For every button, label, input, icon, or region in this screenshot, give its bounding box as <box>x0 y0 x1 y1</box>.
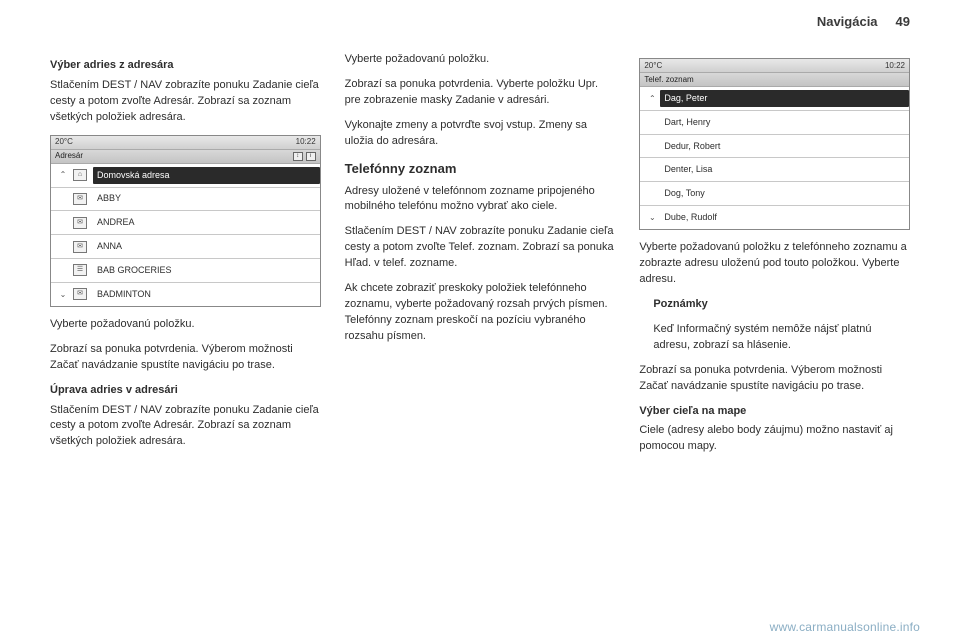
statusbar: 20°C 10:22 <box>640 59 909 73</box>
clock: 10:22 <box>885 60 905 72</box>
col1-heading-1: Výber adries z adresára <box>50 58 321 74</box>
note-heading: Poznámky <box>653 297 910 313</box>
list: ⌃ Dag, Peter Dart, Henry Dedur, Robert D… <box>640 87 909 229</box>
item-label: BAB GROCERIES <box>93 264 320 277</box>
content-area: Výber adries z adresára Stlačením DEST /… <box>50 52 910 602</box>
page-header: 49 Navigácia <box>0 14 960 34</box>
list-icon: ☰ <box>73 264 87 276</box>
item-label: Dart, Henry <box>660 116 909 129</box>
item-label: Denter, Lisa <box>660 163 909 176</box>
list-item[interactable]: ✉ ANNA <box>51 235 320 259</box>
titlebar: Telef. zoznam <box>640 73 909 87</box>
col3-para-2: Zobrazí sa ponuka potvrdenia. Výberom mo… <box>639 363 910 395</box>
screen-title: Telef. zoznam <box>644 74 693 86</box>
col2-para-3: Vykonajte zmeny a potvrďte svoj vstup. Z… <box>345 118 616 150</box>
page-number: 49 <box>896 14 910 29</box>
note-body: Keď Informačný systém nemôže nájsť platn… <box>653 322 910 354</box>
screen-title: Adresár <box>55 150 83 162</box>
contact-icon: ✉ <box>73 288 87 300</box>
col1-heading-2: Úprava adries v adresári <box>50 383 321 399</box>
titlebar: Adresár ↕ i <box>51 150 320 164</box>
section-title: Navigácia <box>817 14 878 29</box>
item-label: BADMINTON <box>93 288 320 301</box>
item-label: ANNA <box>93 240 320 253</box>
chevron-down-icon[interactable]: ⌄ <box>55 289 71 301</box>
list-item[interactable]: Dog, Tony <box>640 182 909 206</box>
col1-para-4: Stlačením DEST / NAV zobrazíte ponuku Za… <box>50 403 321 451</box>
chevron-down-icon[interactable]: ⌄ <box>644 212 660 224</box>
temperature: 20°C <box>644 60 662 72</box>
col2-para-2: Zobrazí sa ponuka potvrdenia. Vyberte po… <box>345 77 616 109</box>
list: ⌃ ⌂ Domovská adresa ✉ ABBY ✉ ANDREA ✉ <box>51 164 320 306</box>
column-2: Vyberte požadovanú položku. Zobrazí sa p… <box>345 52 616 602</box>
col2-para-1: Vyberte požadovanú položku. <box>345 52 616 68</box>
screenshot-adresar: 20°C 10:22 Adresár ↕ i ⌃ ⌂ Domovská adre… <box>50 135 321 307</box>
col1-para-2: Vyberte požadovanú položku. <box>50 317 321 333</box>
col2-para-6: Ak chcete zobraziť preskoky položiek tel… <box>345 281 616 345</box>
list-item[interactable]: ✉ ABBY <box>51 188 320 212</box>
list-item[interactable]: Denter, Lisa <box>640 158 909 182</box>
contact-icon: ✉ <box>73 241 87 253</box>
item-label: Dube, Rudolf <box>660 211 909 224</box>
info-icon: i <box>306 152 316 161</box>
list-item[interactable]: ⌄ Dube, Rudolf <box>640 206 909 229</box>
sort-icon: ↕ <box>293 152 303 161</box>
list-item[interactable]: ☰ BAB GROCERIES <box>51 259 320 283</box>
col1-para-1: Stlačením DEST / NAV zobrazíte ponuku Za… <box>50 78 321 126</box>
list-item[interactable]: Dedur, Robert <box>640 135 909 159</box>
item-label: ANDREA <box>93 216 320 229</box>
contact-icon: ✉ <box>73 217 87 229</box>
col2-para-4: Adresy uložené v telefónnom zozname prip… <box>345 184 616 216</box>
screenshot-telef-zoznam: 20°C 10:22 Telef. zoznam ⌃ Dag, Peter Da… <box>639 58 910 230</box>
col2-para-5: Stlačením DEST / NAV zobrazíte ponuku Za… <box>345 224 616 272</box>
list-item[interactable]: ✉ ANDREA <box>51 211 320 235</box>
contact-icon: ✉ <box>73 193 87 205</box>
col3-para-1: Vyberte požadovanú položku z telefónneho… <box>639 240 910 288</box>
item-label: ABBY <box>93 192 320 205</box>
column-3: 20°C 10:22 Telef. zoznam ⌃ Dag, Peter Da… <box>639 52 910 602</box>
col3-para-3: Ciele (adresy alebo body záujmu) možno n… <box>639 423 910 455</box>
temperature: 20°C <box>55 136 73 148</box>
item-label: Dedur, Robert <box>660 140 909 153</box>
list-item[interactable]: ⌃ Dag, Peter <box>640 87 909 111</box>
item-label: Dag, Peter <box>660 90 909 107</box>
home-icon: ⌂ <box>73 169 87 181</box>
item-label: Domovská adresa <box>93 167 320 184</box>
chevron-up-icon[interactable]: ⌃ <box>55 169 71 181</box>
chevron-up-icon[interactable]: ⌃ <box>644 93 660 105</box>
watermark: www.carmanualsonline.info <box>770 620 920 634</box>
clock: 10:22 <box>296 136 316 148</box>
col3-heading-2: Výber cieľa na mape <box>639 404 910 420</box>
item-label: Dog, Tony <box>660 187 909 200</box>
col1-para-3: Zobrazí sa ponuka potvrdenia. Výberom mo… <box>50 342 321 374</box>
list-item[interactable]: ⌄ ✉ BADMINTON <box>51 283 320 306</box>
statusbar: 20°C 10:22 <box>51 136 320 150</box>
list-item[interactable]: ⌃ ⌂ Domovská adresa <box>51 164 320 188</box>
list-item[interactable]: Dart, Henry <box>640 111 909 135</box>
column-1: Výber adries z adresára Stlačením DEST /… <box>50 52 321 602</box>
col2-heading-1: Telefónny zoznam <box>345 160 616 179</box>
